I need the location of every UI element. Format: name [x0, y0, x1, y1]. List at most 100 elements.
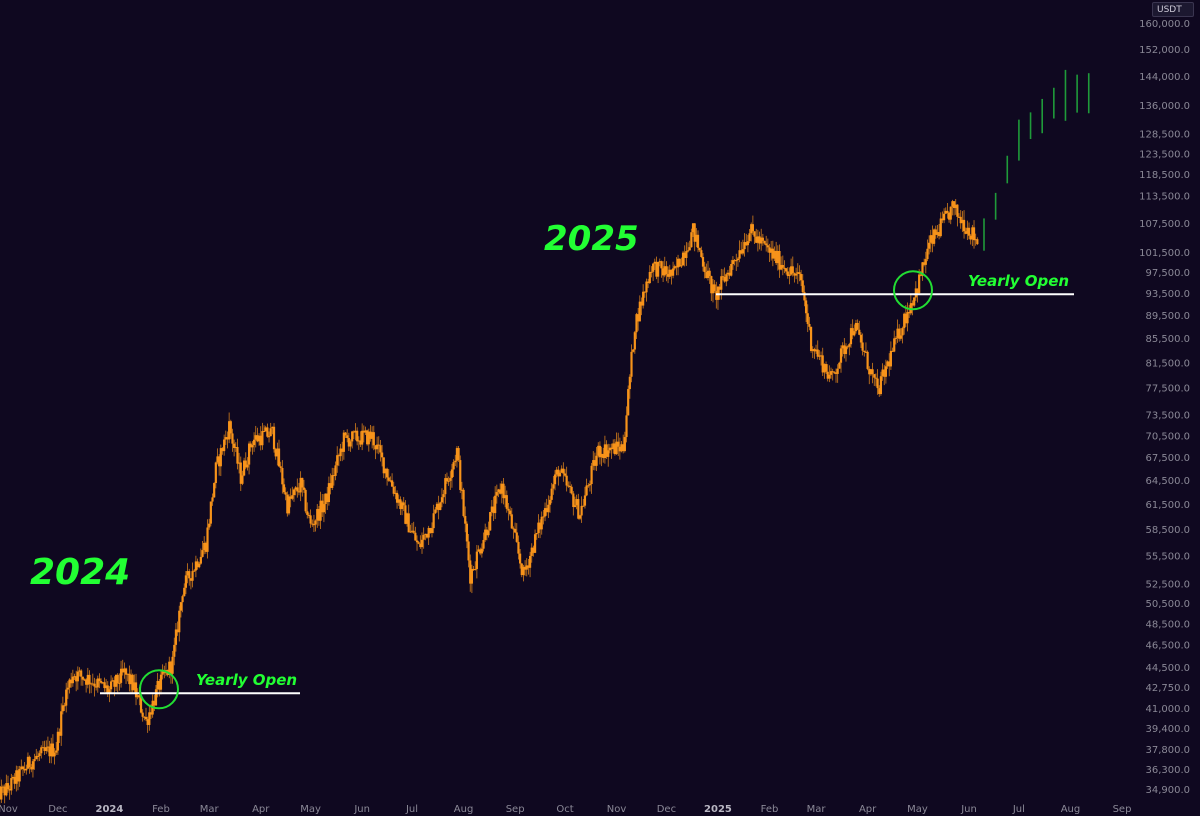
candle: [838, 361, 841, 369]
candle: [647, 278, 650, 289]
candle: [612, 439, 615, 454]
candle: [527, 558, 530, 575]
candle: [492, 496, 495, 521]
candle: [203, 536, 206, 555]
candle: [763, 240, 766, 245]
candle: [482, 532, 485, 552]
candle: [803, 285, 806, 307]
price-tick-label: 144,000.0: [1139, 72, 1190, 83]
candle: [71, 669, 74, 687]
candle: [730, 259, 733, 277]
candle: [804, 297, 808, 323]
candle: [894, 336, 897, 345]
candle: [760, 228, 763, 251]
time-tick-label: Jul: [405, 804, 418, 815]
candle: [969, 234, 972, 245]
candle: [509, 506, 512, 517]
candle: [868, 366, 871, 385]
candle: [8, 785, 11, 800]
candle: [625, 406, 628, 443]
candle: [455, 446, 459, 468]
candle: [645, 278, 648, 302]
candle: [477, 545, 480, 552]
candle: [444, 474, 447, 504]
candle: [562, 462, 565, 482]
candle: [514, 522, 517, 534]
candle: [914, 281, 917, 301]
candle: [951, 199, 954, 216]
candle: [533, 529, 537, 554]
candle: [356, 427, 359, 446]
candle: [770, 240, 773, 261]
candle: [349, 439, 352, 452]
candle: [783, 260, 786, 274]
candle: [957, 213, 961, 218]
candle: [690, 228, 693, 248]
time-tick-label: Mar: [807, 804, 827, 815]
candle: [959, 210, 962, 229]
candle: [738, 240, 741, 263]
candle: [856, 319, 859, 331]
candle: [691, 222, 695, 238]
candle: [701, 253, 705, 272]
time-tick-label: Nov: [607, 804, 627, 815]
candle: [86, 667, 89, 689]
candle: [414, 526, 417, 541]
candle: [334, 461, 337, 481]
candle: [583, 486, 587, 509]
candle: [696, 230, 700, 253]
candle: [954, 199, 957, 215]
candle: [846, 345, 849, 350]
candle: [321, 493, 324, 517]
candle: [429, 527, 432, 534]
candle: [272, 423, 276, 453]
time-tick-label: Jul: [1012, 804, 1025, 815]
candle: [15, 765, 18, 792]
candle: [798, 265, 801, 282]
candle: [831, 368, 834, 381]
candle: [898, 324, 901, 342]
time-tick-label: Sep: [1113, 804, 1132, 815]
price-tick-label: 44,500.0: [1145, 663, 1190, 674]
candle: [620, 440, 623, 453]
candle: [274, 447, 277, 460]
candle: [657, 261, 660, 284]
candle: [357, 436, 360, 450]
candle: [834, 368, 838, 383]
candle: [790, 258, 793, 276]
candle: [447, 476, 450, 486]
candle: [5, 774, 8, 797]
candle: [161, 664, 164, 680]
price-tick-label: 50,500.0: [1145, 599, 1190, 610]
candle: [923, 258, 926, 267]
candle: [40, 745, 43, 759]
candle: [688, 240, 691, 251]
candle: [876, 369, 879, 395]
candle: [174, 622, 178, 652]
candle: [859, 332, 863, 349]
candle: [442, 489, 445, 504]
candle: [392, 481, 395, 497]
price-tick-label: 152,000.0: [1139, 45, 1190, 56]
candle: [434, 506, 437, 514]
candle: [676, 254, 680, 276]
candle: [324, 493, 327, 514]
candle: [1, 784, 5, 793]
candle: [851, 319, 854, 340]
candle: [879, 371, 883, 396]
candle: [515, 523, 518, 543]
candle: [244, 452, 247, 470]
candle: [791, 256, 794, 277]
candle: [800, 269, 803, 287]
candle: [818, 350, 821, 361]
candle: [525, 558, 528, 577]
candle: [346, 429, 349, 443]
price-tick-label: 39,400.0: [1145, 724, 1190, 735]
candle: [68, 678, 71, 694]
candle: [921, 261, 924, 281]
candle: [773, 246, 776, 262]
candle: [131, 673, 134, 693]
candle: [281, 460, 284, 494]
candle: [181, 594, 184, 613]
